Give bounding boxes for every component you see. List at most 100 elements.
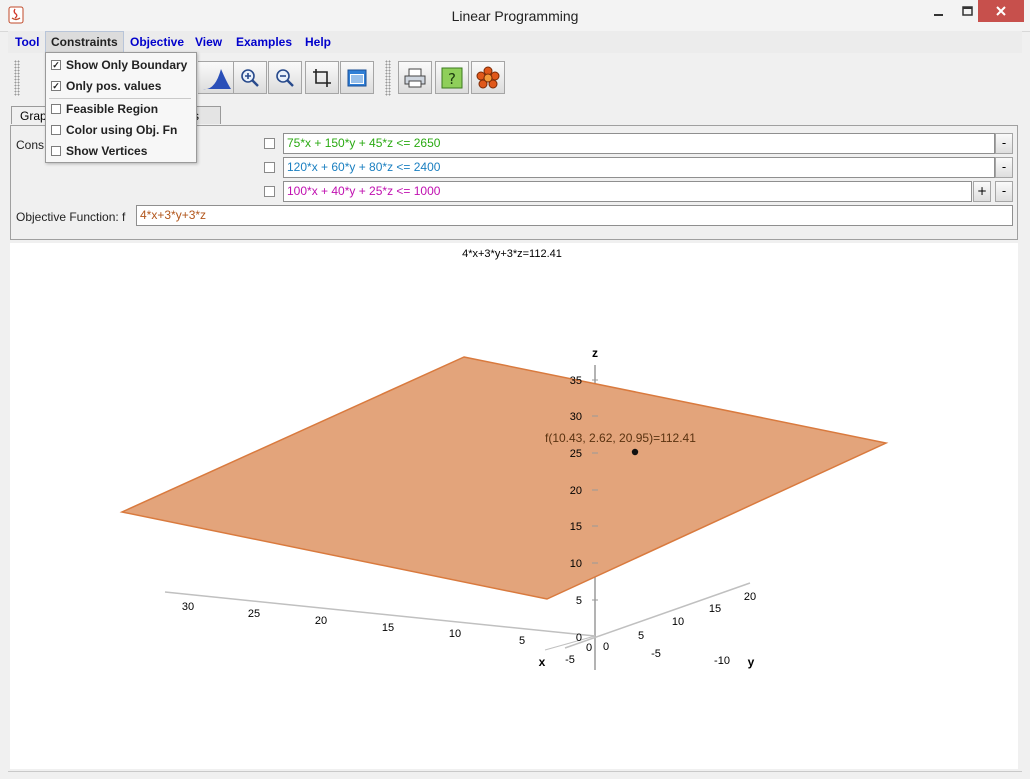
objective-plane — [119, 356, 889, 600]
z-tick: 15 — [570, 521, 582, 533]
x-tick: 20 — [315, 615, 327, 627]
menu-objective[interactable]: Objective — [130, 35, 185, 49]
minimize-icon — [934, 14, 943, 16]
window-icon — [347, 69, 367, 86]
objective-function-field[interactable]: 4*x+3*y+3*z — [136, 205, 1013, 226]
x-tick: 10 — [449, 628, 461, 640]
zoom-out-icon — [276, 68, 294, 87]
y-axis — [564, 582, 751, 649]
check-icon: ✓ — [51, 81, 61, 91]
menu-item-label: Show Vertices — [66, 144, 148, 158]
y-tick: -10 — [714, 655, 730, 667]
bottom-border — [8, 771, 1022, 772]
menu-bar — [8, 31, 1022, 53]
constraint-1-remove-button[interactable]: - — [995, 133, 1013, 154]
z-tick: 25 — [570, 448, 582, 460]
objective-function-label: Objective Function: f — [16, 210, 126, 224]
toolbar-grip[interactable] — [385, 60, 391, 96]
close-button[interactable] — [978, 0, 1024, 22]
print-icon — [404, 68, 426, 87]
menu-item-show-vertices[interactable]: Show Vertices — [51, 142, 147, 160]
z-tick: 0 — [576, 632, 582, 644]
plot-caption: 4*x+3*y+3*z=112.41 — [462, 248, 562, 260]
print-button[interactable] — [398, 61, 432, 94]
window-title: Linear Programming — [451, 8, 579, 24]
menu-item-show-only-boundary[interactable]: ✓ Show Only Boundary — [51, 56, 187, 74]
constraint-1-checkbox[interactable] — [264, 138, 275, 149]
zoom-in-icon — [241, 68, 259, 87]
y-ticks: 20 15 10 5 0 -5 -10 — [603, 591, 756, 667]
x-tick: 25 — [248, 608, 260, 620]
constraint-3-remove-button[interactable]: - — [995, 181, 1013, 202]
z-tick: 10 — [570, 558, 582, 570]
crop-button[interactable] — [305, 61, 339, 94]
maximize-button[interactable] — [952, 0, 982, 22]
constraint-2-remove-button[interactable]: - — [995, 157, 1013, 178]
zoom-in-button[interactable] — [233, 61, 267, 94]
constraint-1-field[interactable]: 75*x + 150*y + 45*z <= 2650 — [283, 133, 995, 154]
menu-view[interactable]: View — [195, 35, 223, 49]
constraints-label: Cons — [16, 138, 45, 152]
window-button[interactable] — [340, 61, 374, 94]
z-axis-label: z — [592, 346, 598, 360]
menu-item-label: Only pos. values — [66, 79, 162, 93]
flower-icon — [476, 66, 500, 88]
z-tick-marks — [592, 379, 598, 601]
z-tick: 30 — [570, 411, 582, 423]
unchecked-box-icon — [51, 125, 61, 135]
menu-item-feasible-region[interactable]: Feasible Region — [51, 100, 158, 118]
y-tick: 0 — [603, 641, 609, 653]
constraint-2-field[interactable]: 120*x + 60*y + 80*z <= 2400 — [283, 157, 995, 178]
unchecked-box-icon — [51, 146, 61, 156]
constraints-dropdown — [45, 52, 197, 163]
svg-text:?: ? — [448, 70, 456, 88]
y-tick: 15 — [709, 603, 721, 615]
y-axis-label: y — [748, 655, 755, 669]
help-button[interactable]: ? — [435, 61, 469, 94]
point-label: f(10.43, 2.62, 20.95)=112.41 — [545, 431, 696, 445]
zoom-out-button[interactable] — [268, 61, 302, 94]
x-axis-negative — [544, 635, 596, 651]
menu-item-label: Feasible Region — [66, 102, 159, 116]
help-icon: ? — [441, 67, 463, 88]
toolbar-grip[interactable] — [14, 60, 20, 96]
menu-item-label: Color using Obj. Fn — [66, 123, 178, 137]
menu-item-label: Show Only Boundary — [66, 58, 188, 72]
check-icon: ✓ — [51, 60, 61, 70]
x-tick: 0 — [586, 642, 592, 654]
x-tick: -5 — [565, 654, 575, 666]
y-tick: -5 — [651, 648, 661, 660]
constraint-3-checkbox[interactable] — [264, 186, 275, 197]
y-tick: 5 — [638, 630, 644, 642]
z-tick: 5 — [576, 595, 582, 607]
x-tick: 5 — [519, 635, 525, 647]
add-constraint-button[interactable]: + — [973, 181, 991, 202]
menu-tool[interactable]: Tool — [15, 35, 40, 49]
z-ticks: 35 30 25 20 15 10 5 0 — [570, 375, 582, 644]
z-tick: 20 — [570, 485, 582, 497]
minimize-button[interactable] — [924, 0, 954, 22]
menu-item-only-pos-values[interactable]: ✓ Only pos. values — [51, 77, 161, 95]
menu-separator — [49, 98, 191, 99]
java-app-icon — [8, 6, 24, 24]
menu-help[interactable]: Help — [305, 35, 332, 49]
menu-item-color-using-obj-fn[interactable]: Color using Obj. Fn — [51, 121, 177, 139]
x-tick: 30 — [182, 601, 194, 613]
x-axis-label: x — [539, 655, 546, 669]
menu-examples[interactable]: Examples — [236, 35, 293, 49]
tab-graph[interactable]: Grap — [11, 106, 51, 124]
constraint-2-checkbox[interactable] — [264, 162, 275, 173]
menu-constraints[interactable]: Constraints — [45, 31, 124, 53]
mountain-icon — [202, 68, 231, 89]
crop-icon — [313, 68, 331, 87]
flower-button[interactable] — [471, 61, 505, 94]
y-tick: 10 — [672, 616, 684, 628]
z-tick: 35 — [570, 375, 582, 387]
x-axis — [164, 591, 596, 637]
x-tick: 15 — [382, 622, 394, 634]
close-icon — [996, 6, 1006, 16]
maximize-icon — [961, 6, 973, 16]
constraint-3-field[interactable]: 100*x + 40*y + 25*z <= 1000 — [283, 181, 972, 202]
unchecked-box-icon — [51, 104, 61, 114]
